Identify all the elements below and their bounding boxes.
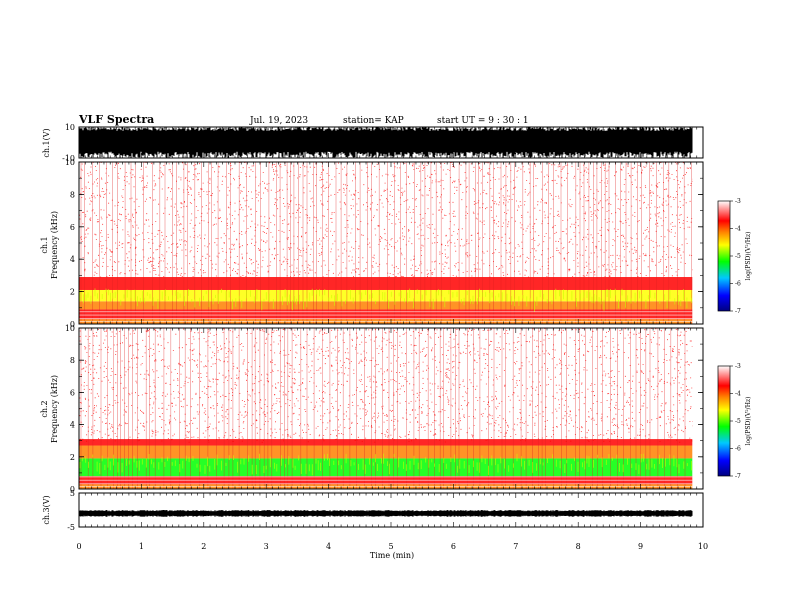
- x-tick-label: 6: [451, 542, 456, 551]
- colorbar-ch1-tick-label: -4: [735, 226, 741, 233]
- colorbar-ch2-tick-label: -5: [735, 418, 741, 425]
- colorbar-ch2-tick-label: -7: [735, 473, 741, 480]
- figure-title: VLF Spectra: [78, 113, 154, 126]
- ch3-waveform-trace: [79, 510, 693, 517]
- ch2-spectrogram-panel: [79, 327, 703, 489]
- ch3-ytick-label: -5: [67, 523, 75, 532]
- spec1-ylabel-frequency: Frequency (kHz): [50, 211, 59, 279]
- colorbar-ch2-scale: [717, 365, 731, 477]
- colorbar-ch2-tick-label: -4: [735, 391, 741, 398]
- colorbar-ch1-scale: [717, 200, 731, 312]
- spec1-band-1: [79, 309, 693, 320]
- x-tick-label: 3: [264, 542, 269, 551]
- colorbar-ch1-tick-label: -6: [735, 281, 741, 288]
- ch3-ytick-label: 5: [70, 489, 75, 498]
- spec1-lowband-flecks: [79, 288, 693, 312]
- spec2-ylabel-frequency: Frequency (kHz): [50, 375, 59, 443]
- spec2-ytick-label: 2: [70, 453, 75, 462]
- spec2-band-2: [79, 458, 693, 477]
- x-tick-label: 0: [76, 542, 81, 551]
- x-tick-label: 7: [513, 542, 518, 551]
- colorbar-ch1-tick-label: -5: [735, 253, 741, 260]
- colorbar-ch1: -3 -4 -5 -6 -7 log(PSD)(V²/Hz): [717, 198, 752, 315]
- colorbar-ch2: -3 -4 -5 -6 -7 log(PSD)(V²/Hz): [717, 363, 752, 480]
- spec1-ytick-label: 10: [65, 158, 75, 167]
- date-label: Jul. 19, 2023: [249, 116, 308, 126]
- colorbar-ch2-tick-label: -3: [735, 363, 741, 370]
- spec2-ytick-label: 10: [65, 324, 75, 333]
- x-tick-label: 1: [139, 542, 144, 551]
- x-tick-label: 10: [698, 542, 708, 551]
- ch1-ytick-label: 10: [65, 123, 75, 132]
- colorbar-ch1-label: log(PSD)(V²/Hz): [745, 232, 752, 281]
- x-tick-label: 4: [326, 542, 331, 551]
- station-label: station= KAP: [343, 116, 404, 126]
- colorbar-ch2-label: log(PSD)(V²/Hz): [745, 397, 752, 446]
- colorbar-ch2-tick-label: -6: [735, 446, 741, 453]
- spec2-band-3: [79, 445, 693, 459]
- ch3-ylabel: ch.3(V): [42, 495, 51, 524]
- x-tick-label: 8: [576, 542, 581, 551]
- ch1-waveform-trace: [79, 127, 693, 158]
- spec2-ytick-label: 6: [70, 388, 75, 397]
- x-axis-label: Time (min): [370, 551, 414, 560]
- x-tick-label: 5: [388, 542, 393, 551]
- spec2-band-4: [79, 439, 693, 446]
- spec2-ylabel-channel: ch.2: [40, 400, 49, 417]
- spec1-ytick-label: 8: [70, 190, 75, 199]
- spec1-ytick-label: 2: [70, 288, 75, 297]
- spec1-blank-tail: [692, 162, 703, 324]
- x-tick-label: 9: [638, 542, 643, 551]
- panel-frame-3: [78, 492, 704, 528]
- spec2-lowband-flecks: [79, 453, 692, 476]
- start-time-label: start UT = 9 : 30 : 1: [437, 116, 529, 126]
- spec1-band-2: [79, 301, 693, 310]
- colorbar-ch2-ticks: -3 -4 -5 -6 -7: [730, 363, 741, 480]
- colorbar-ch1-tick-label: -7: [735, 308, 741, 315]
- spec1-band-3: [79, 289, 693, 302]
- ch3-waveform-panel: [79, 510, 693, 517]
- ch1-spectrogram-panel: [79, 161, 703, 324]
- spec1-band-4: [79, 277, 693, 290]
- ch1-ylabel: ch.1(V): [42, 128, 51, 157]
- spec1-ytick-label: 0: [70, 320, 75, 329]
- spec1-ylabel-channel: ch.1: [40, 236, 49, 253]
- colorbar-ch1-tick-label: -3: [735, 198, 741, 205]
- spec2-ytick-label: 4: [70, 421, 75, 430]
- colorbar-ch1-ticks: -3 -4 -5 -6 -7: [730, 198, 741, 315]
- x-tick-label: 2: [201, 542, 206, 551]
- spec1-ytick-label: 6: [70, 223, 75, 232]
- spec2-ytick-label: 8: [70, 356, 75, 365]
- spec2-blank-tail: [692, 328, 703, 489]
- spec2-ytick-label: 0: [70, 485, 75, 494]
- ch1-waveform-panel: [79, 127, 693, 158]
- spec1-ytick-label: 4: [70, 255, 75, 264]
- ch1-ytick-label: -10: [62, 154, 75, 163]
